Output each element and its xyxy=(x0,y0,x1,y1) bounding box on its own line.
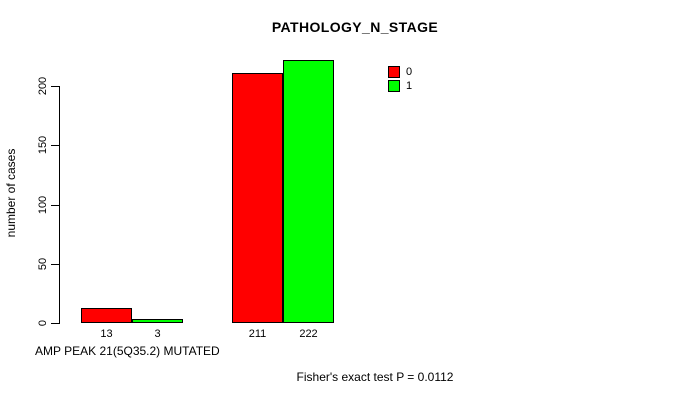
y-axis-tick-label-text: 150 xyxy=(37,136,49,155)
y-axis-tick-label-text: 200 xyxy=(37,76,49,96)
y-axis-line xyxy=(59,86,60,324)
y-axis-tick xyxy=(51,86,59,87)
fisher-test-annotation: Fisher's exact test P = 0.0112 xyxy=(296,370,454,384)
bar-group-1-series-1 xyxy=(132,319,183,323)
y-axis-tick-label-text: 50 xyxy=(37,257,49,270)
y-axis-tick xyxy=(51,145,59,147)
y-axis-tick xyxy=(51,323,59,324)
bar-value-label: 13 xyxy=(100,328,113,340)
y-axis-tick xyxy=(51,263,59,265)
chart-title: PATHOLOGY_N_STAGE xyxy=(271,19,439,35)
legend-row: 0 xyxy=(388,65,412,79)
y-axis-tick-label-text: 100 xyxy=(37,195,49,214)
bar-group-2-series-1 xyxy=(283,60,334,323)
x-axis-label: AMP PEAK 21(5Q35.2) MUTATED xyxy=(35,344,220,358)
legend-label: 1 xyxy=(406,80,413,92)
bar-group-1-series-0 xyxy=(81,308,132,323)
bar-value-label: 222 xyxy=(299,328,318,340)
bar-value-label: 211 xyxy=(248,328,267,340)
bar-value-label: 3 xyxy=(154,328,161,340)
y-axis-tick-label-text: 0 xyxy=(37,319,49,327)
legend-swatch-icon xyxy=(388,66,400,78)
legend-row: 1 xyxy=(388,79,412,93)
legend-swatch-icon xyxy=(388,80,400,92)
bar-group-2-series-0 xyxy=(232,73,283,323)
y-axis-tick xyxy=(51,204,59,206)
legend-label: 0 xyxy=(406,66,413,78)
